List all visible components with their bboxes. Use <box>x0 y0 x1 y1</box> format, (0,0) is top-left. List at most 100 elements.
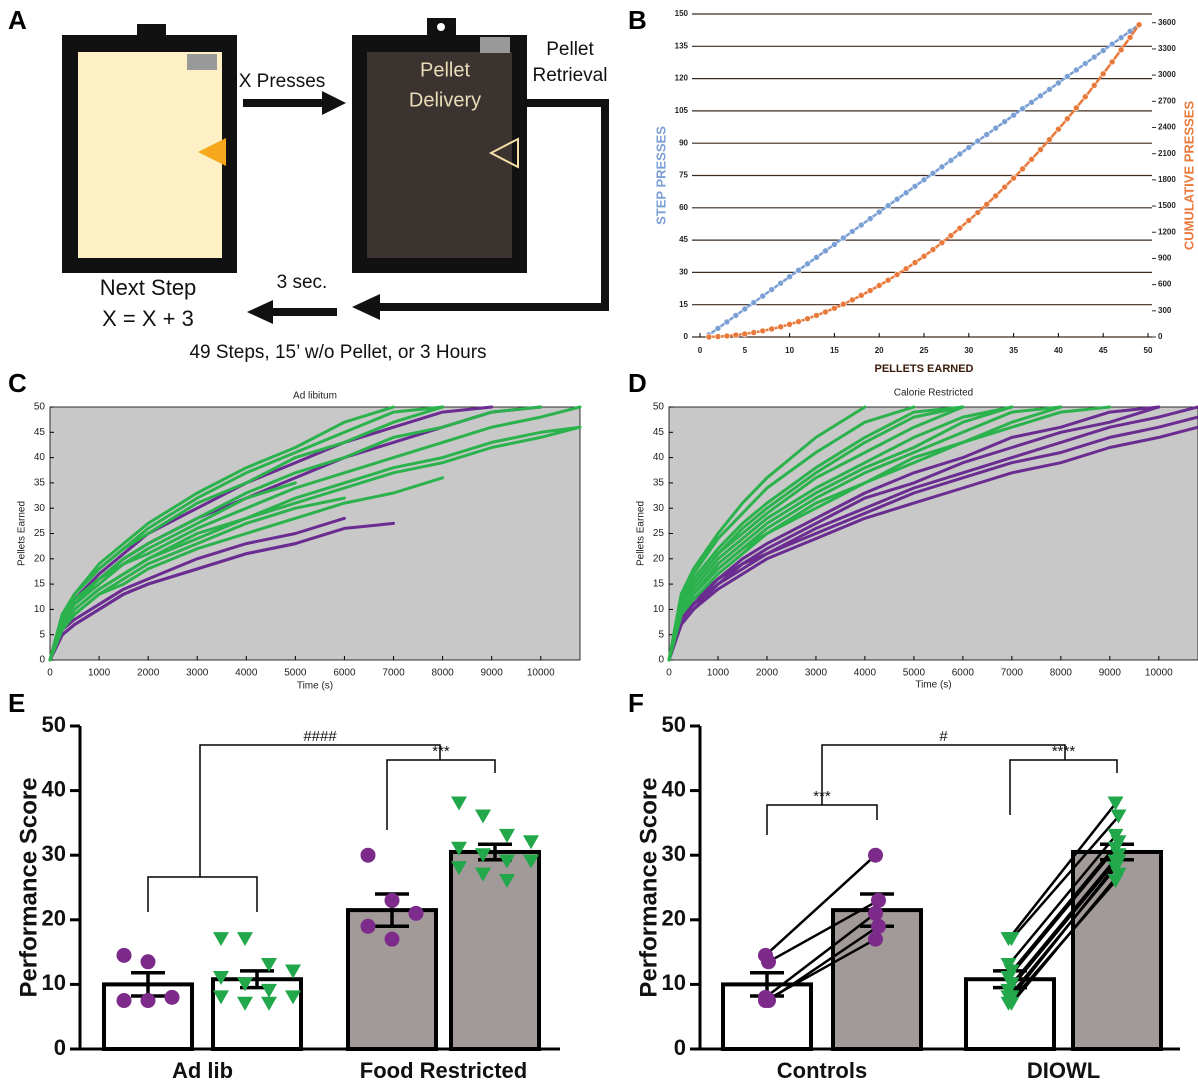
data-point <box>1117 46 1125 54</box>
pellet-port <box>480 37 510 53</box>
y-axis-label: STEP PRESSES <box>653 126 668 225</box>
significance-bracket <box>821 744 1066 805</box>
data-point <box>777 323 784 331</box>
step-label: X = X + 3 <box>102 306 194 331</box>
panel-letter: B <box>628 5 647 35</box>
data-point <box>974 209 982 216</box>
data-point <box>285 964 301 979</box>
step-label: 3 sec. <box>277 272 328 293</box>
x-tick-label: 5000 <box>284 668 307 679</box>
significance-label: *** <box>432 743 450 760</box>
y-tick-label: 30 <box>34 503 46 514</box>
data-point <box>714 325 722 332</box>
data-point <box>947 157 955 164</box>
data-point <box>920 252 928 260</box>
data-point <box>285 990 301 1005</box>
cue-light <box>198 138 226 166</box>
data-point <box>1081 60 1089 67</box>
y-axis-label: Performance Score <box>635 777 662 997</box>
step-label: Pellet <box>546 39 594 60</box>
data-line <box>48 405 445 662</box>
diagram: X Presses Pellet Delivery Pellet Retriev… <box>62 18 609 363</box>
significance-label: *** <box>813 788 831 805</box>
pellet-port <box>187 54 217 70</box>
data-point <box>983 201 991 208</box>
data-point <box>384 931 400 947</box>
x-tick-label: 25 <box>920 346 929 355</box>
y-tick-label: 50 <box>34 402 46 413</box>
paired-line <box>1007 835 1117 966</box>
end-condition: 49 Steps, 15’ w/o Pellet, or 3 Hours <box>189 342 486 363</box>
y2-tick-label: 1200 <box>1158 227 1176 236</box>
y-tick-label: 90 <box>679 138 688 147</box>
y-tick-label: 30 <box>679 268 688 277</box>
data-line <box>667 405 1112 662</box>
data-point <box>213 970 229 985</box>
data-point <box>857 292 865 299</box>
x-axis-label: Time (s) <box>915 680 951 691</box>
data-point <box>1010 111 1017 119</box>
x-tick-label: 9000 <box>1099 668 1122 679</box>
data-point <box>164 989 180 1005</box>
y-tick-label: 50 <box>42 712 66 737</box>
y2-tick-label: 3600 <box>1158 18 1176 27</box>
y-axis-label: Pellets Earned <box>17 501 28 566</box>
data-point <box>822 247 829 255</box>
data-point <box>929 246 937 253</box>
y2-tick-label: 900 <box>1158 254 1172 263</box>
x-tick-label: 4000 <box>854 668 877 679</box>
x-tick-label: 5 <box>743 346 748 355</box>
paired-line <box>1007 867 1117 999</box>
x-tick-label: 1000 <box>707 668 730 679</box>
data-point <box>1019 165 1026 173</box>
x-tick-label: 6000 <box>952 668 975 679</box>
y-tick-label: 120 <box>675 74 689 83</box>
y-tick-label: 0 <box>658 655 664 666</box>
data-point <box>786 321 793 328</box>
x-tick-label: 1000 <box>88 668 111 679</box>
x-tick-label: 10 <box>785 346 794 355</box>
data-point <box>929 170 937 177</box>
data-point <box>866 287 874 294</box>
data-point <box>140 954 156 970</box>
data-point <box>902 265 910 273</box>
data-point <box>813 312 820 319</box>
x-tick-label: 5000 <box>903 668 926 679</box>
paired-line <box>764 938 877 1002</box>
step-label: Retrieval <box>533 65 608 86</box>
paired-line <box>1007 860 1117 992</box>
data-point <box>723 318 731 326</box>
data-point <box>911 259 919 266</box>
y2-tick-label: 2700 <box>1158 96 1176 105</box>
step-label: Next Step <box>100 275 197 300</box>
significance-bracket <box>1009 759 1118 815</box>
data-point <box>705 333 713 341</box>
paired-line <box>1007 847 1117 979</box>
data-point <box>857 221 865 229</box>
y-tick-label: 15 <box>653 579 665 590</box>
data-point <box>523 854 539 869</box>
data-point <box>384 892 400 908</box>
data-point <box>1037 92 1044 100</box>
data-point <box>974 137 982 145</box>
x-tick-label: 0 <box>47 668 53 679</box>
data-point <box>451 861 467 876</box>
box-tab <box>137 24 166 38</box>
y-tick-label: 10 <box>34 604 46 615</box>
bar <box>449 849 541 1051</box>
data-point <box>759 292 767 300</box>
data-point <box>947 232 955 239</box>
data-point <box>992 192 999 200</box>
data-point <box>884 276 892 284</box>
data-point <box>1028 98 1035 106</box>
data-point <box>777 279 784 287</box>
significance-bracket <box>147 876 258 912</box>
data-point <box>875 282 883 289</box>
data-point <box>868 905 883 921</box>
data-point <box>768 286 775 293</box>
data-point <box>795 318 802 325</box>
y-tick-label: 50 <box>653 402 665 413</box>
data-point <box>866 215 874 222</box>
y2-tick-label: 1800 <box>1158 175 1176 184</box>
